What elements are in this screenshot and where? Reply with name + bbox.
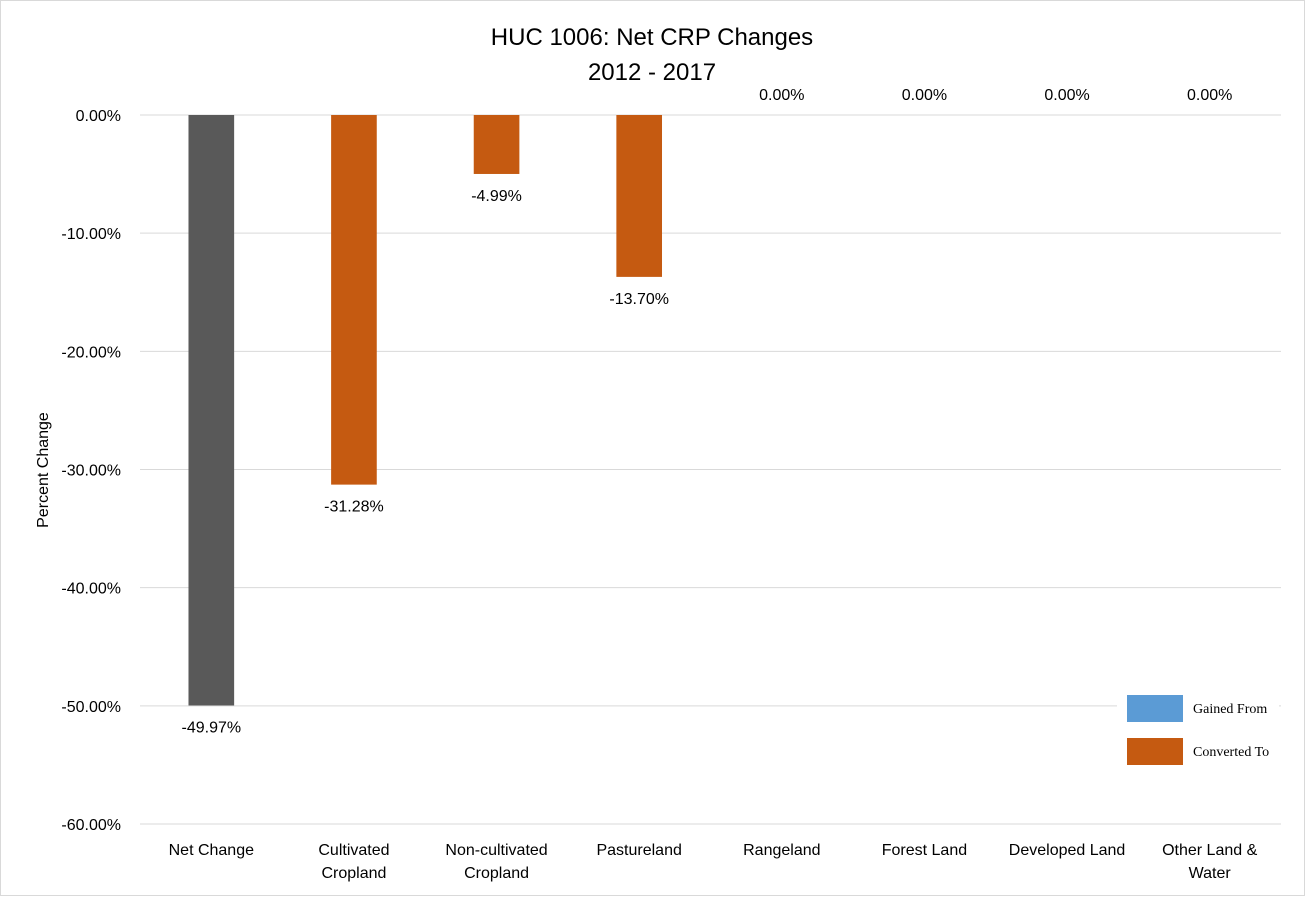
bar xyxy=(473,115,520,174)
legend: Gained From Converted To xyxy=(1117,684,1279,780)
data-label: -4.99% xyxy=(471,188,522,205)
bar xyxy=(331,115,377,485)
data-label: -13.70% xyxy=(609,291,669,308)
bar xyxy=(188,115,235,706)
bar xyxy=(616,115,663,277)
x-tick-label: Other Land & xyxy=(1162,842,1258,859)
data-label: -31.28% xyxy=(324,499,384,516)
data-label: 0.00% xyxy=(759,87,804,104)
data-label: 0.00% xyxy=(902,87,947,104)
legend-label: Gained From xyxy=(1193,702,1267,717)
x-tick-label: Developed Land xyxy=(1009,842,1126,859)
gridlines xyxy=(140,114,1281,825)
x-tick-label: Pastureland xyxy=(596,842,681,859)
y-tick-label: -10.00% xyxy=(61,226,121,243)
data-labels: -49.97% -31.28% -4.99% -13.70% 0.00% 0.00% 0.0… xyxy=(182,87,1233,736)
x-tick-label: Forest Land xyxy=(882,842,967,859)
data-label: 0.00% xyxy=(1187,87,1232,104)
y-tick-label: -50.00% xyxy=(61,699,121,716)
y-tick-label: -20.00% xyxy=(61,344,121,361)
bars xyxy=(188,115,663,706)
x-tick-label: Net Change xyxy=(169,842,254,859)
chart-title: HUC 1006: Net CRP Changes xyxy=(491,24,813,51)
y-tick-label: -40.00% xyxy=(61,581,121,598)
y-tick-label: 0.00% xyxy=(76,108,121,125)
y-axis-ticks: 0.00% -10.00% -20.00% -30.00% -40.00% -50.00%… xyxy=(61,108,121,834)
y-tick-label: -60.00% xyxy=(61,817,121,834)
data-label: -49.97% xyxy=(182,719,242,736)
y-tick-label: -30.00% xyxy=(61,463,121,480)
chart-subtitle: 2012 - 2017 xyxy=(588,59,716,86)
x-axis-categories: Net Change Cultivated Cropland Non-cultivat… xyxy=(169,842,1258,882)
x-tick-label: Rangeland xyxy=(743,842,820,859)
legend-label: Converted To xyxy=(1193,745,1269,760)
x-tick-label: Non-cultivated xyxy=(445,842,547,859)
x-tick-label: Cropland xyxy=(321,865,386,882)
data-label: 0.00% xyxy=(1044,87,1089,104)
x-tick-label: Cultivated xyxy=(318,842,389,859)
x-tick-label: Cropland xyxy=(464,865,529,882)
y-axis-label: Percent Change xyxy=(35,412,52,528)
legend-swatch xyxy=(1127,695,1183,722)
legend-swatch xyxy=(1127,738,1183,765)
x-tick-label: Water xyxy=(1189,865,1232,882)
